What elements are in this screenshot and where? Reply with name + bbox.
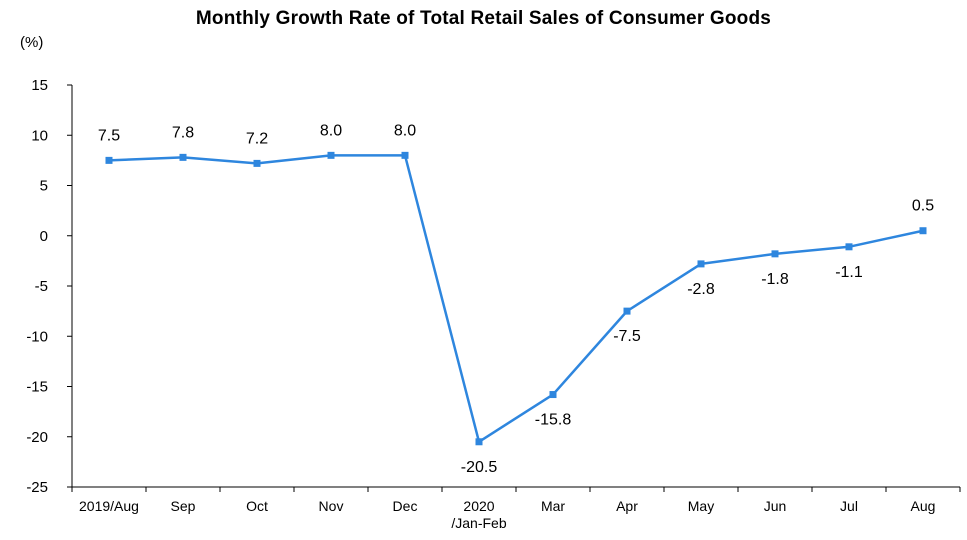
data-label: 7.2 [246,130,268,147]
data-label: -20.5 [461,459,498,476]
x-axis: 2019/Aug Sep Oct Nov Dec 2020/Jan-Feb Mar Apr Ma… [71,486,961,531]
data-label: 0.5 [912,198,934,215]
data-label: -15.8 [535,412,572,429]
y-tick-label: 15 [31,77,48,94]
y-tick-label: -25 [26,479,48,496]
data-point-marker [623,307,631,315]
y-tick-label: -10 [26,328,48,345]
y-tick-label: 0 [40,228,48,245]
data-point-marker [475,438,483,446]
series-line [108,154,924,444]
x-tick-label: Jul [840,498,858,514]
data-label: -1.1 [835,264,863,281]
data-point-marker [105,156,113,164]
data-point-marker [919,227,927,235]
x-tick-label: Jun [764,498,787,514]
data-point-marker [771,250,779,258]
data-label: 8.0 [394,122,416,139]
y-tick-label: -15 [26,379,48,396]
data-label: 8.0 [320,122,342,139]
data-point-marker [253,159,261,167]
x-tick-label: 2019/Aug [79,498,139,514]
data-point-marker [845,243,853,251]
data-labels: 7.5 7.8 7.2 8.0 8.0 -20.5 -15.8 -7.5 -2.8 -1.8 -1.… [98,122,934,475]
data-label: -1.8 [761,271,789,288]
x-tick-label: Aug [911,498,936,514]
x-tick-label: Dec [393,498,418,514]
data-label: 7.5 [98,127,120,144]
series-growth-rate [105,151,927,446]
y-tick-label: 5 [40,178,48,195]
data-point-marker [549,391,557,399]
x-tick-label: Nov [319,498,344,514]
unit-label: (%) [20,34,44,51]
x-tick-label: Mar [541,498,565,514]
data-point-marker [401,151,409,159]
data-label: -2.8 [687,281,715,298]
data-point-marker [697,260,705,268]
chart-title: Monthly Growth Rate of Total Retail Sale… [195,8,772,29]
data-point-marker [179,153,187,161]
x-tick-label: Oct [246,498,268,514]
data-point-marker [327,151,335,159]
x-tick-label: Apr [616,498,638,514]
x-tick-label: 2020/Jan-Feb [451,498,506,531]
data-label: 7.8 [172,124,194,141]
y-axis: 15 10 5 0 -5 -10 -15 -20 -25 [26,77,73,496]
x-tick-label: May [688,498,714,514]
y-tick-label: -20 [26,429,48,446]
data-label: -7.5 [613,328,641,345]
x-tick-label: Sep [171,498,196,514]
y-tick-label: -5 [35,278,48,295]
y-tick-label: 10 [31,127,48,144]
